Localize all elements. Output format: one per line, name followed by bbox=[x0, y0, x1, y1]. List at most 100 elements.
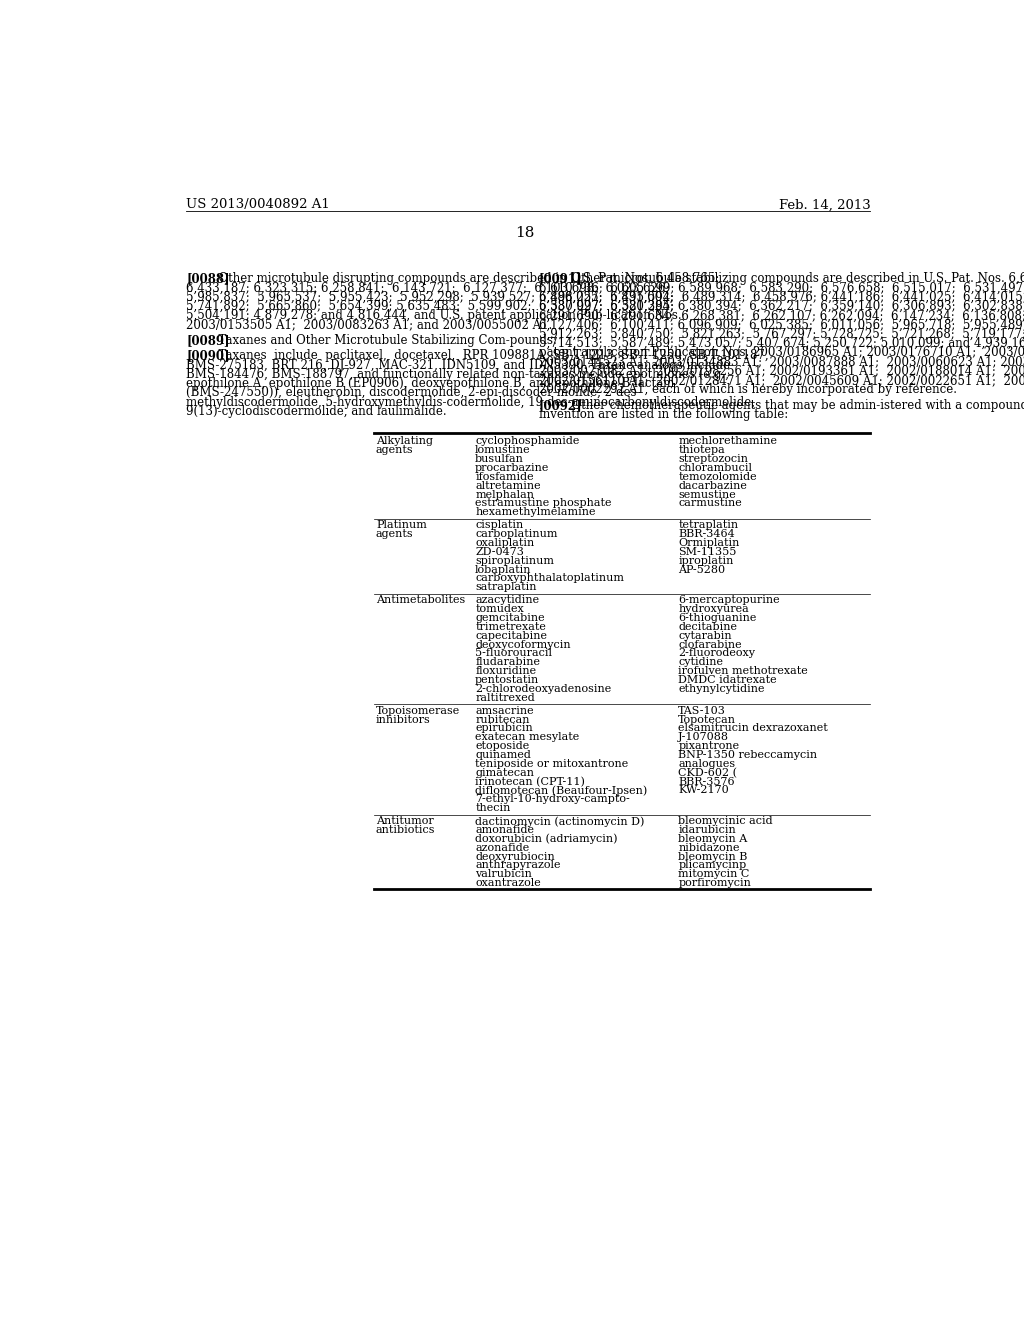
Text: Topoisomerase: Topoisomerase bbox=[376, 706, 460, 715]
Text: azacytidine: azacytidine bbox=[475, 595, 540, 606]
Text: carmustine: carmustine bbox=[678, 499, 742, 508]
Text: 2-fluorodeoxy: 2-fluorodeoxy bbox=[678, 648, 756, 659]
Text: BMS-275183, BRT 216, DJ-927, MAC-321, IDN5109, and IDN5390. Taxane analogs inclu: BMS-275183, BRT 216, DJ-927, MAC-321, ID… bbox=[186, 359, 730, 372]
Text: spiroplatinum: spiroplatinum bbox=[475, 556, 554, 566]
Text: thiotepa: thiotepa bbox=[678, 445, 725, 455]
Text: AP-5280: AP-5280 bbox=[678, 565, 725, 574]
Text: cyclophosphamide: cyclophosphamide bbox=[475, 437, 580, 446]
Text: hexamethylmelamine: hexamethylmelamine bbox=[475, 507, 596, 517]
Text: trimetrexate: trimetrexate bbox=[475, 622, 546, 632]
Text: plicamycinp: plicamycinp bbox=[678, 861, 746, 870]
Text: Alkylating: Alkylating bbox=[376, 437, 433, 446]
Text: busulfan: busulfan bbox=[475, 454, 524, 465]
Text: exatecan mesylate: exatecan mesylate bbox=[475, 733, 580, 742]
Text: procarbazine: procarbazine bbox=[475, 463, 550, 473]
Text: 9(13)-cyclodiscodermolide, and laulimalide.: 9(13)-cyclodiscodermolide, and laulimali… bbox=[186, 405, 446, 418]
Text: BNP-1350 rebeccamycin: BNP-1350 rebeccamycin bbox=[678, 750, 817, 760]
Text: satraplatin: satraplatin bbox=[475, 582, 537, 593]
Text: 2003/0144523 A1; 2003/0134883 A1;  2003/0087888 A1;  2003/0060623 A1; 2003/00457: 2003/0144523 A1; 2003/0134883 A1; 2003/0… bbox=[539, 355, 1024, 368]
Text: cisplatin: cisplatin bbox=[475, 520, 523, 531]
Text: inhibitors: inhibitors bbox=[376, 714, 431, 725]
Text: [0089]: [0089] bbox=[186, 334, 229, 347]
Text: BBR-3576: BBR-3576 bbox=[678, 776, 735, 787]
Text: 5,504,191; 4,879,278; and 4,816,444, and U.S. patent application Pub-lication No: 5,504,191; 4,879,278; and 4,816,444, and… bbox=[186, 309, 682, 322]
Text: valrubicin: valrubicin bbox=[475, 870, 532, 879]
Text: decitabine: decitabine bbox=[678, 622, 737, 632]
Text: thecin: thecin bbox=[475, 803, 511, 813]
Text: Ormiplatin: Ormiplatin bbox=[678, 539, 739, 548]
Text: porfiromycin: porfiromycin bbox=[678, 878, 752, 888]
Text: elsamitrucin dexrazoxanet: elsamitrucin dexrazoxanet bbox=[678, 723, 828, 734]
Text: KW-2170: KW-2170 bbox=[678, 785, 729, 796]
Text: nibidazone: nibidazone bbox=[678, 842, 739, 853]
Text: 6,127,406;  6,100,411; 6,096,909;  6,025,385;  6,011,056;  5,965,718;  5,955,489: 6,127,406; 6,100,411; 6,096,909; 6,025,3… bbox=[539, 318, 1024, 331]
Text: dacarbazine: dacarbazine bbox=[678, 480, 748, 491]
Text: 18: 18 bbox=[515, 226, 535, 240]
Text: TAS-103: TAS-103 bbox=[678, 706, 726, 715]
Text: gemcitabine: gemcitabine bbox=[475, 612, 545, 623]
Text: irinotecan (CPT-11): irinotecan (CPT-11) bbox=[475, 776, 585, 787]
Text: Taxanes and Other Microtubule Stabilizing Com-pounds:: Taxanes and Other Microtubule Stabilizin… bbox=[211, 334, 557, 347]
Text: DMDC idatrexate: DMDC idatrexate bbox=[678, 675, 777, 685]
Text: J-107088: J-107088 bbox=[678, 733, 729, 742]
Text: amonafide: amonafide bbox=[475, 825, 535, 836]
Text: ifosfamide: ifosfamide bbox=[475, 471, 534, 482]
Text: Topotecan: Topotecan bbox=[678, 714, 736, 725]
Text: streptozocin: streptozocin bbox=[678, 454, 749, 465]
Text: Antimetabolites: Antimetabolites bbox=[376, 595, 465, 606]
Text: Taxanes  include  paclitaxel,  docetaxel,  RPR 109881A, SB-T-1213, SB-T-1250, SB: Taxanes include paclitaxel, docetaxel, R… bbox=[211, 350, 769, 363]
Text: agents: agents bbox=[376, 445, 414, 455]
Text: Other microtubule disrupting compounds are described in U.S. Pat. Nos. 6,458,765: Other microtubule disrupting compounds a… bbox=[211, 272, 720, 285]
Text: 6,387,927;  6,380,395; 6,380,394;  6,362,217;  6,359,140;  6,306,893;  6,302,838: 6,387,927; 6,380,395; 6,380,394; 6,362,2… bbox=[539, 300, 1024, 313]
Text: semustine: semustine bbox=[678, 490, 736, 499]
Text: 5,714,513;  5,587,489; 5,473,057; 5,407,674; 5,250,722; 5,010,099; and 4,939,168: 5,714,513; 5,587,489; 5,473,057; 5,407,6… bbox=[539, 337, 1024, 350]
Text: anthrapyrazole: anthrapyrazole bbox=[475, 861, 561, 870]
Text: idarubicin: idarubicin bbox=[678, 825, 736, 836]
Text: cytidine: cytidine bbox=[678, 657, 723, 668]
Text: floxuridine: floxuridine bbox=[475, 667, 537, 676]
Text: irofulven methotrexate: irofulven methotrexate bbox=[678, 667, 808, 676]
Text: hydroxyurea: hydroxyurea bbox=[678, 605, 749, 614]
Text: deoxyrubiocin: deoxyrubiocin bbox=[475, 851, 555, 862]
Text: amsacrine: amsacrine bbox=[475, 706, 534, 715]
Text: lobaplatin: lobaplatin bbox=[475, 565, 531, 574]
Text: BBR-3464: BBR-3464 bbox=[678, 529, 735, 539]
Text: carboxyphthalatoplatinum: carboxyphthalatoplatinum bbox=[475, 573, 625, 583]
Text: etoposide: etoposide bbox=[475, 741, 529, 751]
Text: pentostatin: pentostatin bbox=[475, 675, 540, 685]
Text: ZD-0473: ZD-0473 bbox=[475, 546, 524, 557]
Text: estramustine phosphate: estramustine phosphate bbox=[475, 499, 611, 508]
Text: patent application Publication Nos. 2003/0186965 A1; 2003/0176710 A1;  2003/0176: patent application Publication Nos. 2003… bbox=[539, 346, 1024, 359]
Text: Platinum: Platinum bbox=[376, 520, 427, 531]
Text: 2003/0153505 A1;  2003/0083263 A1; and 2003/0055002 A1.: 2003/0153505 A1; 2003/0083263 A1; and 20… bbox=[186, 318, 552, 331]
Text: mechlorethamine: mechlorethamine bbox=[678, 437, 777, 446]
Text: 2003/0023082 A1;  2002/0198256 A1; 2002/0193361 A1;  2002/0188014 A1;  2002/0165: 2003/0023082 A1; 2002/0198256 A1; 2002/0… bbox=[539, 364, 1024, 378]
Text: BMS-184476, BMS-188797, and functionally related non-taxanes include epothilones: BMS-184476, BMS-188797, and functionally… bbox=[186, 368, 729, 381]
Text: methyldiscodermolide, 5-hydroxymethyldis-codermolide, 19-des-aminocarbonyldiscod: methyldiscodermolide, 5-hydroxymethyldis… bbox=[186, 396, 755, 409]
Text: [0091]: [0091] bbox=[539, 272, 583, 285]
Text: 2002/0002292 A1, each of which is hereby incorporated by reference.: 2002/0002292 A1, each of which is hereby… bbox=[539, 383, 956, 396]
Text: raltitrexed: raltitrexed bbox=[475, 693, 535, 702]
Text: 5,741,892;  5,665,860;  5,654,399; 5,635,483;  5,599,902;  5,530,097;  5,521,284: 5,741,892; 5,665,860; 5,654,399; 5,635,4… bbox=[186, 300, 674, 313]
Text: bleomycin B: bleomycin B bbox=[678, 851, 748, 862]
Text: analogues: analogues bbox=[678, 759, 735, 768]
Text: carboplatinum: carboplatinum bbox=[475, 529, 558, 539]
Text: iproplatin: iproplatin bbox=[678, 556, 733, 566]
Text: 2002/0156110 A1;  2002/0128471 A1;  2002/0045609 A1; 2002/0022651 A1;  2002/0016: 2002/0156110 A1; 2002/0128471 A1; 2002/0… bbox=[539, 374, 1024, 387]
Text: [0090]: [0090] bbox=[186, 350, 229, 363]
Text: agents: agents bbox=[376, 529, 414, 539]
Text: [0088]: [0088] bbox=[186, 272, 229, 285]
Text: 5,912,263;  5,840,750;  5,821,263;  5,767,297; 5,728,725;  5,721,268;  5,719,177: 5,912,263; 5,840,750; 5,821,263; 5,767,2… bbox=[539, 327, 1024, 341]
Text: bleomycinic acid: bleomycinic acid bbox=[678, 816, 773, 826]
Text: dactinomycin (actinomycin D): dactinomycin (actinomycin D) bbox=[475, 816, 644, 826]
Text: oxantrazole: oxantrazole bbox=[475, 878, 541, 888]
Text: azonafide: azonafide bbox=[475, 842, 529, 853]
Text: cytarabin: cytarabin bbox=[678, 631, 732, 640]
Text: rubitecan: rubitecan bbox=[475, 714, 529, 725]
Text: melphalan: melphalan bbox=[475, 490, 535, 499]
Text: lomustine: lomustine bbox=[475, 445, 530, 455]
Text: Other chemotherapeutic agents that may be admin-istered with a compound of the p: Other chemotherapeutic agents that may b… bbox=[564, 399, 1024, 412]
Text: deoxycoformycin: deoxycoformycin bbox=[475, 640, 570, 649]
Text: mitomycin C: mitomycin C bbox=[678, 870, 750, 879]
Text: chlorambucil: chlorambucil bbox=[678, 463, 753, 473]
